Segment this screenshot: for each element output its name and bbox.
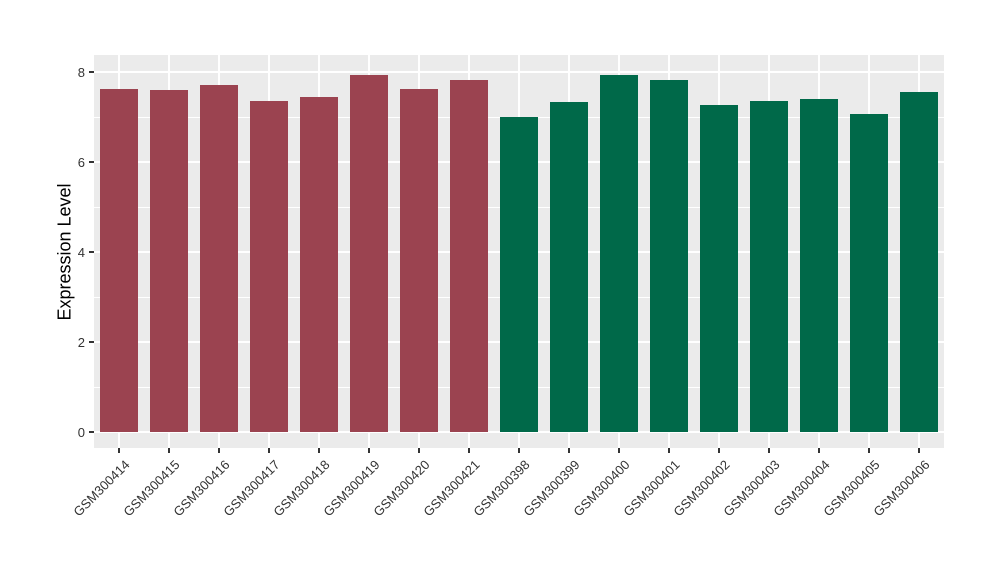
- x-tick-mark: [718, 448, 720, 453]
- bar-GSM300399: [550, 102, 588, 432]
- x-tick-mark: [918, 448, 920, 453]
- x-tick-mark: [618, 448, 620, 453]
- x-tick-mark: [318, 448, 320, 453]
- bar-GSM300419: [350, 75, 388, 432]
- y-tick-mark: [89, 251, 94, 253]
- x-tick-mark: [468, 448, 470, 453]
- bar-GSM300421: [450, 80, 488, 432]
- bar-GSM300406: [900, 92, 938, 432]
- y-tick-label: 2: [77, 334, 85, 350]
- bar-GSM300403: [750, 100, 788, 432]
- x-tick-mark: [168, 448, 170, 453]
- x-tick-mark: [118, 448, 120, 453]
- bar-GSM300417: [250, 100, 288, 432]
- bar-GSM300418: [300, 97, 338, 432]
- x-tick-mark: [568, 448, 570, 453]
- bar-GSM300400: [600, 75, 638, 432]
- bar-GSM300401: [650, 79, 688, 432]
- y-tick-mark: [89, 71, 94, 73]
- y-tick-mark: [89, 431, 94, 433]
- x-tick-mark: [518, 448, 520, 453]
- bar-GSM300420: [400, 89, 438, 432]
- x-tick-mark: [868, 448, 870, 453]
- x-tick-mark: [368, 448, 370, 453]
- y-tick-mark: [89, 341, 94, 343]
- bar-GSM300416: [200, 84, 238, 432]
- x-tick-mark: [268, 448, 270, 453]
- x-tick-mark: [418, 448, 420, 453]
- y-tick-label: 8: [77, 64, 85, 80]
- bar-GSM300414: [100, 89, 138, 432]
- plot-panel: [94, 55, 944, 448]
- x-tick-mark: [818, 448, 820, 453]
- y-tick-label: 0: [77, 424, 85, 440]
- bar-GSM300398: [500, 117, 538, 432]
- x-tick-mark: [768, 448, 770, 453]
- y-tick-label: 4: [77, 244, 85, 260]
- bar-GSM300404: [800, 99, 838, 432]
- x-tick-mark: [668, 448, 670, 453]
- bar-GSM300402: [700, 105, 738, 432]
- x-tick-mark: [218, 448, 220, 453]
- bar-GSM300405: [850, 113, 888, 432]
- y-tick-label: 6: [77, 154, 85, 170]
- bar-GSM300415: [150, 90, 188, 432]
- y-tick-mark: [89, 161, 94, 163]
